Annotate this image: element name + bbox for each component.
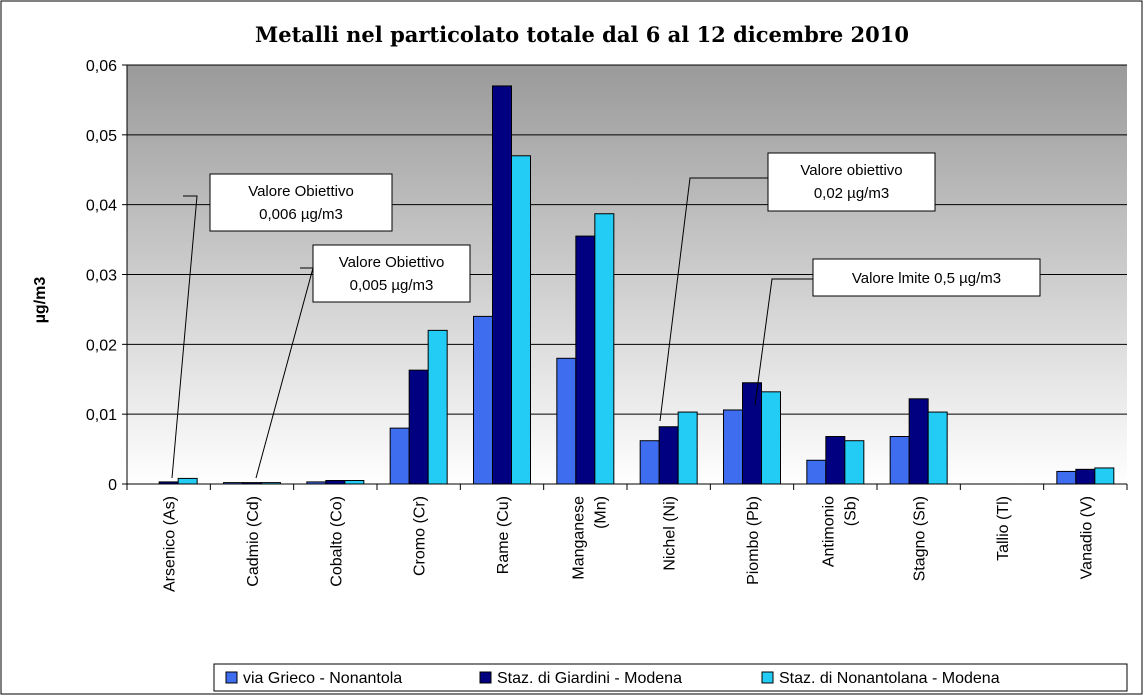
bar [344,480,365,485]
bar [825,436,846,485]
y-tick-label: 0,02 [86,337,117,354]
y-tick-label: 0,06 [86,58,117,75]
x-tick-label: Rame (Cu) [495,496,512,574]
y-tick-label: 0,05 [86,128,117,145]
legend-label: via Grieco - Nonantola [243,670,402,687]
bar [1056,470,1077,485]
bar [639,440,660,485]
annotation-leader [754,278,813,406]
annotation-box [209,173,393,232]
x-tick-label: Cadmio (Cd) [245,496,262,587]
annotation-leader [659,177,768,422]
annotation-leader [171,195,198,479]
legend-swatch [479,671,492,684]
legend-swatch [761,671,774,684]
bar [325,480,346,485]
bar [389,427,410,485]
x-tick-label: Cobalto (Co) [328,496,345,587]
bar [761,391,781,485]
bar [723,409,743,485]
y-tick-label: 0,03 [86,268,117,285]
bar [511,155,531,485]
bar [677,411,698,485]
y-tick-label: 0,04 [86,198,117,215]
bar [1094,467,1115,485]
bar [408,369,429,485]
annotation: Valore Obiettivo 0,006 µg/m3 [248,183,354,223]
bar [492,85,512,485]
bar [927,411,948,485]
bar [908,398,929,485]
legend-label: Staz. di Nonantolana - Modena [779,670,1000,687]
annotation-box [312,244,471,303]
annotation: Valore Obiettivo 0,005 µg/m3 [339,254,445,294]
bar [742,382,762,485]
x-tick-label: Piombo (Pb) [745,496,762,585]
bar [594,213,615,485]
x-tick-label: Vanadio (V) [1078,496,1095,579]
bar [844,440,865,485]
bar [427,329,448,485]
annotation-box [767,152,936,212]
legend [213,663,1128,692]
legend-swatch [225,671,238,684]
bar [658,426,679,485]
annotation-box [812,258,1041,297]
x-tick-label: Cromo (Cr) [412,496,429,576]
x-tick-label: Manganese (Mn) [570,496,609,580]
annotation: Valore lmite 0,5 µg/m3 [852,270,1001,287]
x-tick-label: Tallio (Tl) [995,496,1012,561]
legend-label: Staz. di Giardini - Modena [497,670,682,687]
bar [1075,468,1096,485]
bar [575,235,596,485]
chart-title: Metalli nel particolato totale dal 6 al … [255,22,909,47]
bar [806,459,827,485]
x-tick-label: Arsenico (As) [162,496,179,592]
x-tick-label: Stagno (Sn) [912,496,929,581]
bar [889,436,910,485]
y-axis-label: µg/m3 [32,277,49,324]
bar [556,357,577,485]
y-tick-label: 0 [108,477,117,494]
bar [177,477,198,485]
x-tick-label: Antimonio (Sb) [820,496,859,567]
x-tick-label: Nichel (Ni) [662,496,679,571]
bar [473,315,493,485]
annotation: Valore obiettivo 0,02 µg/m3 [800,162,902,202]
y-tick-label: 0,01 [86,407,117,424]
